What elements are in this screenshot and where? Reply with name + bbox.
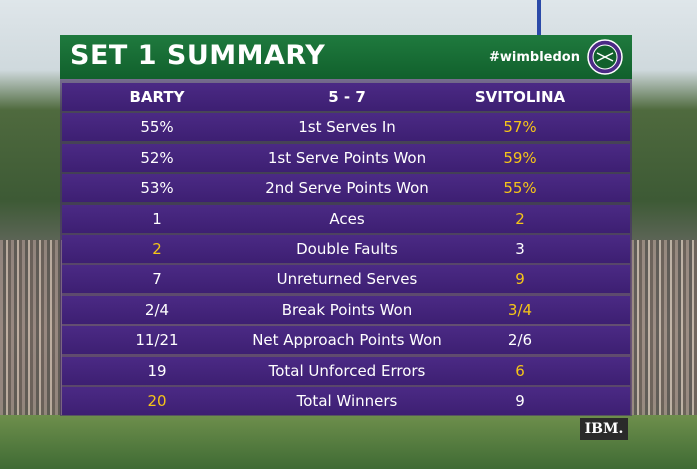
left-value: 52%	[140, 148, 174, 167]
left-value: 55%	[140, 118, 174, 137]
stat-row: 2/4 Break Points Won 3/4	[62, 295, 630, 324]
sponsor-logo: IBM.	[580, 418, 628, 440]
summary-panel: SET 1 SUMMARY #wimbledon BARTY 5 - 7 SVI…	[60, 35, 632, 416]
right-value: 2/6	[507, 331, 533, 350]
stat-row: 52% 1st Serve Points Won 59%	[62, 143, 630, 172]
stat-label: Total Unforced Errors	[268, 361, 426, 380]
left-value: 11/21	[135, 331, 179, 350]
left-value: 7	[152, 270, 162, 289]
left-value: 53%	[140, 179, 174, 198]
hashtag: #wimbledon	[489, 50, 580, 65]
right-value: 59%	[503, 148, 537, 167]
stat-row: 2 Double Faults 3	[62, 235, 630, 263]
right-value: 3	[515, 240, 525, 258]
stat-label: 1st Serve Points Won	[267, 148, 427, 167]
title: SET 1 SUMMARY	[70, 40, 326, 71]
stat-label: 1st Serves In	[298, 118, 396, 137]
player-left: BARTY	[129, 88, 185, 106]
stat-row: 1 Aces 2	[62, 204, 630, 233]
wimbledon-logo	[587, 39, 623, 75]
panel-header: SET 1 SUMMARY #wimbledon	[60, 35, 632, 79]
pole	[537, 0, 541, 36]
stat-label: 2nd Serve Points Won	[265, 179, 429, 198]
stat-label: Unreturned Serves	[276, 270, 418, 289]
crowd	[0, 240, 62, 440]
players-row: BARTY 5 - 7 SVITOLINA	[62, 83, 630, 111]
stat-row: 55% 1st Serves In 57%	[62, 113, 630, 142]
stat-row: 53% 2nd Serve Points Won 55%	[62, 174, 630, 203]
crowd	[631, 240, 697, 440]
score: 5 - 7	[328, 88, 366, 106]
player-right: SVITOLINA	[474, 88, 566, 106]
stat-label: Total Winners	[296, 392, 398, 410]
right-value: 9	[515, 270, 525, 289]
stat-label: Break Points Won	[281, 300, 413, 319]
left-value: 2	[152, 240, 162, 258]
stat-label: Aces	[329, 209, 365, 228]
left-value: 1	[152, 209, 162, 228]
stat-row: 19 Total Unforced Errors 6	[62, 356, 630, 385]
right-value: 6	[515, 361, 525, 380]
left-value: 2/4	[144, 300, 170, 319]
stat-label: Double Faults	[296, 240, 398, 258]
stat-row: 7 Unreturned Serves 9	[62, 265, 630, 294]
stat-row: 11/21 Net Approach Points Won 2/6	[62, 326, 630, 355]
left-value: 20	[147, 392, 167, 410]
right-value: 2	[515, 209, 525, 228]
right-value: 57%	[503, 118, 537, 137]
right-value: 55%	[503, 179, 537, 198]
stat-row: 20 Total Winners 9	[62, 387, 630, 415]
right-value: 3/4	[507, 300, 533, 319]
stat-label: Net Approach Points Won	[252, 331, 442, 350]
left-value: 19	[147, 361, 167, 380]
right-value: 9	[515, 392, 525, 410]
